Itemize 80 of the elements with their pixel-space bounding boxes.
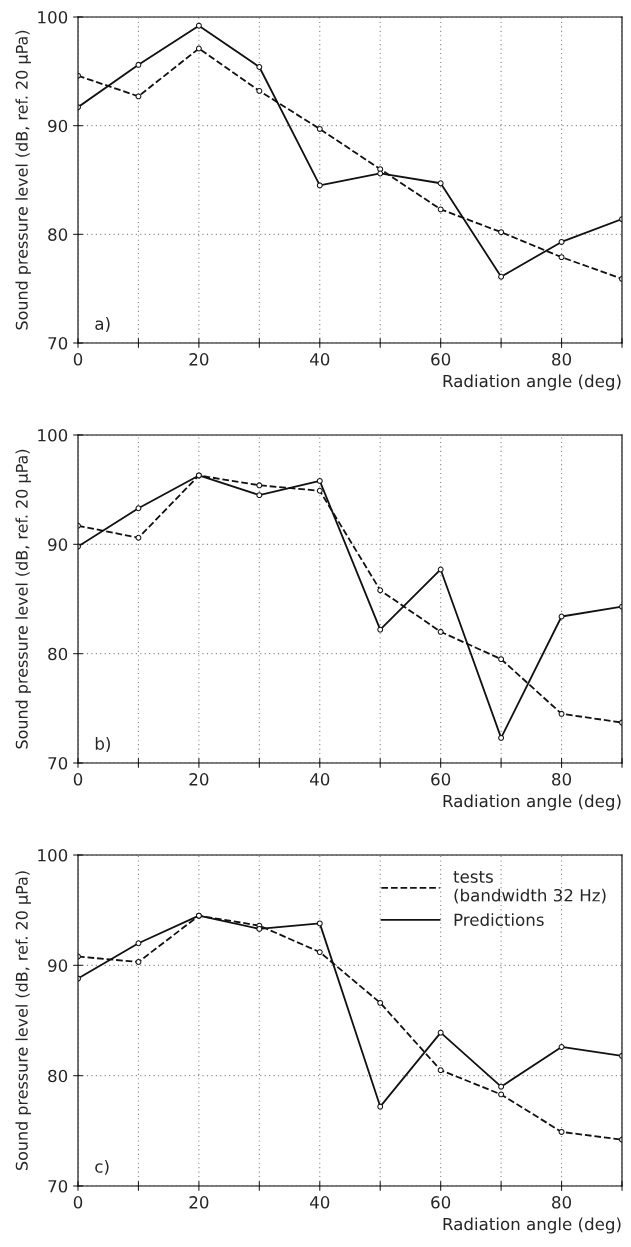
x-axis-title: Radiation angle (deg): [443, 374, 621, 391]
point: [316, 182, 323, 189]
legend-label: tests (bandwidth 32 Hz): [453, 870, 606, 904]
y-tick-label: 80: [48, 647, 68, 661]
point: [437, 1029, 444, 1036]
point: [498, 273, 505, 280]
y-tick-label: 100: [38, 428, 68, 442]
x-tick-label: 20: [189, 1196, 209, 1209]
x-tick-label: 0: [73, 773, 83, 786]
point: [498, 1091, 505, 1098]
y-axis-title: Sound pressure level (dB, ref. 20 μPa): [15, 449, 31, 749]
point: [377, 626, 384, 633]
y-axis-title: Sound pressure level (dB, ref. 20 μPa): [15, 30, 31, 330]
point: [135, 959, 142, 965]
point: [377, 587, 384, 594]
legend-label: Predictions: [454, 913, 544, 927]
y-tick-label: 90: [48, 119, 68, 133]
x-tick-label: 80: [552, 353, 572, 366]
x-tick-label: 80: [552, 1196, 572, 1209]
point: [135, 534, 142, 541]
x-axis-title: Radiation angle (deg): [443, 1217, 621, 1234]
annotation: a): [95, 317, 110, 332]
y-tick-label: 70: [48, 336, 68, 350]
x-tick-label: 0: [73, 1196, 83, 1209]
point: [135, 505, 142, 512]
y-tick-label: 80: [48, 228, 68, 241]
y-tick-label: 80: [48, 1069, 68, 1083]
point: [498, 734, 505, 741]
point: [437, 180, 444, 187]
y-tick-label: 90: [48, 959, 68, 972]
x-tick-label: 20: [189, 353, 209, 366]
point: [316, 477, 323, 484]
x-tick-label: 40: [309, 1196, 330, 1209]
point: [498, 1083, 505, 1090]
point: [316, 949, 323, 956]
y-tick-label: 90: [48, 538, 68, 551]
point: [437, 1067, 444, 1074]
point: [437, 566, 444, 573]
point: [558, 613, 565, 620]
point: [498, 229, 505, 236]
x-tick-label: 60: [431, 1196, 451, 1209]
x-tick-label: 80: [552, 773, 572, 786]
y-tick-label: 70: [48, 1179, 68, 1193]
point: [558, 710, 565, 717]
x-tick-label: 60: [431, 353, 451, 366]
point: [256, 492, 263, 499]
y-tick-label: 100: [38, 10, 68, 24]
point: [377, 1103, 384, 1110]
point: [256, 482, 263, 489]
point: [377, 166, 384, 173]
point: [377, 999, 384, 1006]
x-tick-label: 40: [309, 773, 330, 786]
annotation: c): [95, 1159, 109, 1175]
y-tick-label: 100: [38, 848, 68, 862]
point: [256, 87, 263, 94]
x-axis-title: Radiation angle (deg): [443, 794, 621, 811]
point: [256, 64, 263, 70]
point: [377, 170, 384, 177]
x-tick-label: 0: [73, 353, 83, 366]
point: [498, 656, 505, 663]
y-axis-title: Sound pressure level (dB, ref. 20 μPa): [15, 871, 31, 1170]
point: [316, 487, 323, 494]
point: [135, 93, 142, 100]
point: [558, 1128, 565, 1135]
point: [437, 206, 444, 213]
x-tick-label: 60: [431, 773, 451, 786]
point: [316, 125, 323, 132]
point: [195, 22, 202, 29]
x-tick-label: 40: [309, 353, 330, 366]
point: [316, 920, 323, 927]
point: [135, 940, 142, 947]
point: [558, 1044, 565, 1050]
point: [135, 61, 142, 68]
point: [558, 238, 565, 245]
point: [558, 254, 565, 261]
point: [437, 628, 444, 635]
y-tick-label: 70: [48, 756, 68, 770]
x-tick-label: 20: [189, 773, 209, 786]
point: [195, 45, 202, 52]
annotation: b): [95, 737, 110, 752]
